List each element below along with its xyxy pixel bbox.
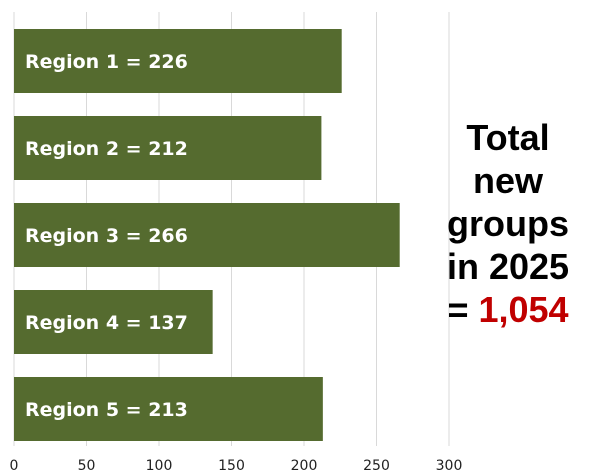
bar [14,377,323,441]
x-tick-label: 100 [146,458,173,474]
x-tick-label: 50 [78,458,96,474]
x-axis-ticks: 0 50 100 150 200 250 300 [10,458,463,474]
total-line-5: = 1,054 [428,288,588,331]
bar-label: Region 2 = 212 [25,138,188,160]
x-tick-label: 200 [291,458,318,474]
x-tick-label: 300 [436,458,463,474]
total-annotation: Total new groups in 2025 = 1,054 [428,116,588,331]
bar-label: Region 5 = 213 [25,399,188,421]
bar [14,290,213,354]
bar [14,116,322,180]
x-tick-label: 150 [218,458,245,474]
total-line-3: groups [447,203,569,244]
bar-layer: Region 1 = 226 Region 2 = 212 Region 3 = 2… [14,29,400,441]
total-line-2: new [472,160,543,201]
bar [14,29,342,93]
bar-label: Region 3 = 266 [25,225,188,247]
total-line-1: Total [466,117,550,158]
bar-label: Region 1 = 226 [25,51,188,73]
bar-label: Region 4 = 137 [25,312,188,334]
total-line-4: in 2025 [446,246,570,287]
x-tick-label: 250 [363,458,390,474]
total-prefix: = [447,289,479,330]
x-tick-label: 0 [10,458,19,474]
total-value: 1,054 [478,289,569,330]
bar [14,203,400,267]
